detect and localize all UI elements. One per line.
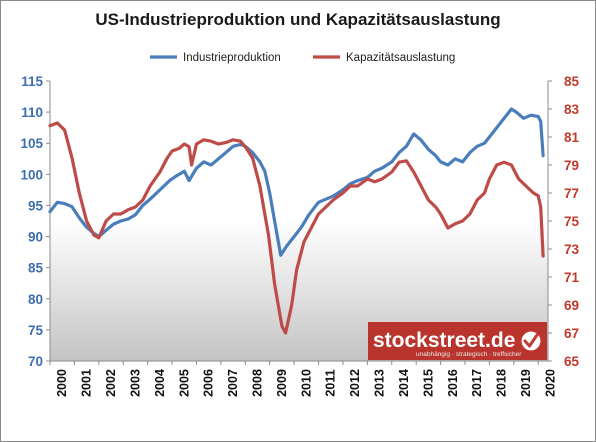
x-tick-label: 2006 <box>202 369 216 397</box>
legend-label-kapazitaetsauslastung: Kapazitätsauslastung <box>346 52 455 64</box>
x-tick-label: 2013 <box>373 369 387 397</box>
right-tick-label: 73 <box>564 242 580 257</box>
series-line-industrieproduktion <box>48 107 545 257</box>
right-tick-label: 85 <box>564 74 580 89</box>
x-tick-label: 2011 <box>324 369 338 396</box>
left-tick-label: 110 <box>21 105 43 120</box>
x-tick-label: 2015 <box>421 369 435 397</box>
left-tick-label: 105 <box>20 136 43 151</box>
x-tick-label: 2003 <box>128 369 142 397</box>
x-tick-label: 2014 <box>397 369 411 397</box>
x-tick-label: 2016 <box>446 369 460 397</box>
left-tick-label: 90 <box>28 230 43 245</box>
x-tick-label: 2005 <box>177 369 191 397</box>
series-layer <box>48 107 545 335</box>
right-tick-label: 71 <box>564 270 580 285</box>
right-tick-label: 83 <box>564 102 580 117</box>
left-tick-label: 80 <box>28 292 43 307</box>
right-tick-label: 69 <box>564 298 579 313</box>
checkmark-icon-glyph <box>523 333 539 348</box>
left-tick-label: 115 <box>21 74 43 89</box>
left-tick-label: 85 <box>28 261 44 276</box>
plot-area <box>50 81 548 361</box>
watermark-badge: stockstreet.de unabhängig · strategisch … <box>368 322 547 360</box>
right-tick-label: 67 <box>564 326 579 341</box>
x-tick-label: 2010 <box>299 369 313 397</box>
x-tick-label: 2001 <box>80 369 94 397</box>
right-axis-ticks: 65 67 69 71 73 75 77 79 81 83 85 <box>548 74 580 369</box>
x-tick-label: 2004 <box>153 369 167 397</box>
x-tick-label: 2008 <box>251 369 265 397</box>
x-tick-label: 2017 <box>470 369 484 397</box>
watermark-text: stockstreet.de <box>373 329 515 352</box>
x-tick-label: 2020 <box>543 369 557 397</box>
series-line-kapazitaetsauslastung <box>48 121 545 335</box>
left-tick-label: 75 <box>28 323 44 338</box>
x-tick-label: 2000 <box>55 369 69 397</box>
legend-label-industrieproduktion: Industrieproduktion <box>183 52 281 64</box>
right-tick-label: 81 <box>564 130 580 145</box>
x-tick-label: 2009 <box>275 369 289 397</box>
right-tick-label: 65 <box>564 354 580 369</box>
left-axis-ticks: 70 75 80 85 90 95 100 105 110 115 <box>20 74 50 369</box>
x-tick-label: 2018 <box>495 369 509 397</box>
left-tick-label: 95 <box>28 198 44 213</box>
x-tick-label: 2007 <box>226 369 240 397</box>
x-tick-label: 2012 <box>348 369 362 397</box>
watermark-background <box>368 322 547 360</box>
x-tick-label: 2002 <box>104 369 118 397</box>
right-tick-label: 77 <box>564 186 579 201</box>
left-tick-label: 100 <box>20 167 43 182</box>
chart-title: US-Industrieproduktion und Kapazitätsaus… <box>95 10 500 29</box>
x-axis-ticks: 2000 2001 2002 2003 2004 2005 2006 2007 2008 2009… <box>49 361 557 397</box>
right-tick-label: 79 <box>564 158 579 173</box>
right-tick-label: 75 <box>564 214 580 229</box>
legend: Industrieproduktion Kapazitätsauslastung <box>150 52 455 64</box>
watermark-tagline: unabhängig · strategisch · treffsicher <box>416 351 522 358</box>
left-tick-label: 70 <box>28 354 43 369</box>
x-tick-label: 2019 <box>519 369 533 397</box>
